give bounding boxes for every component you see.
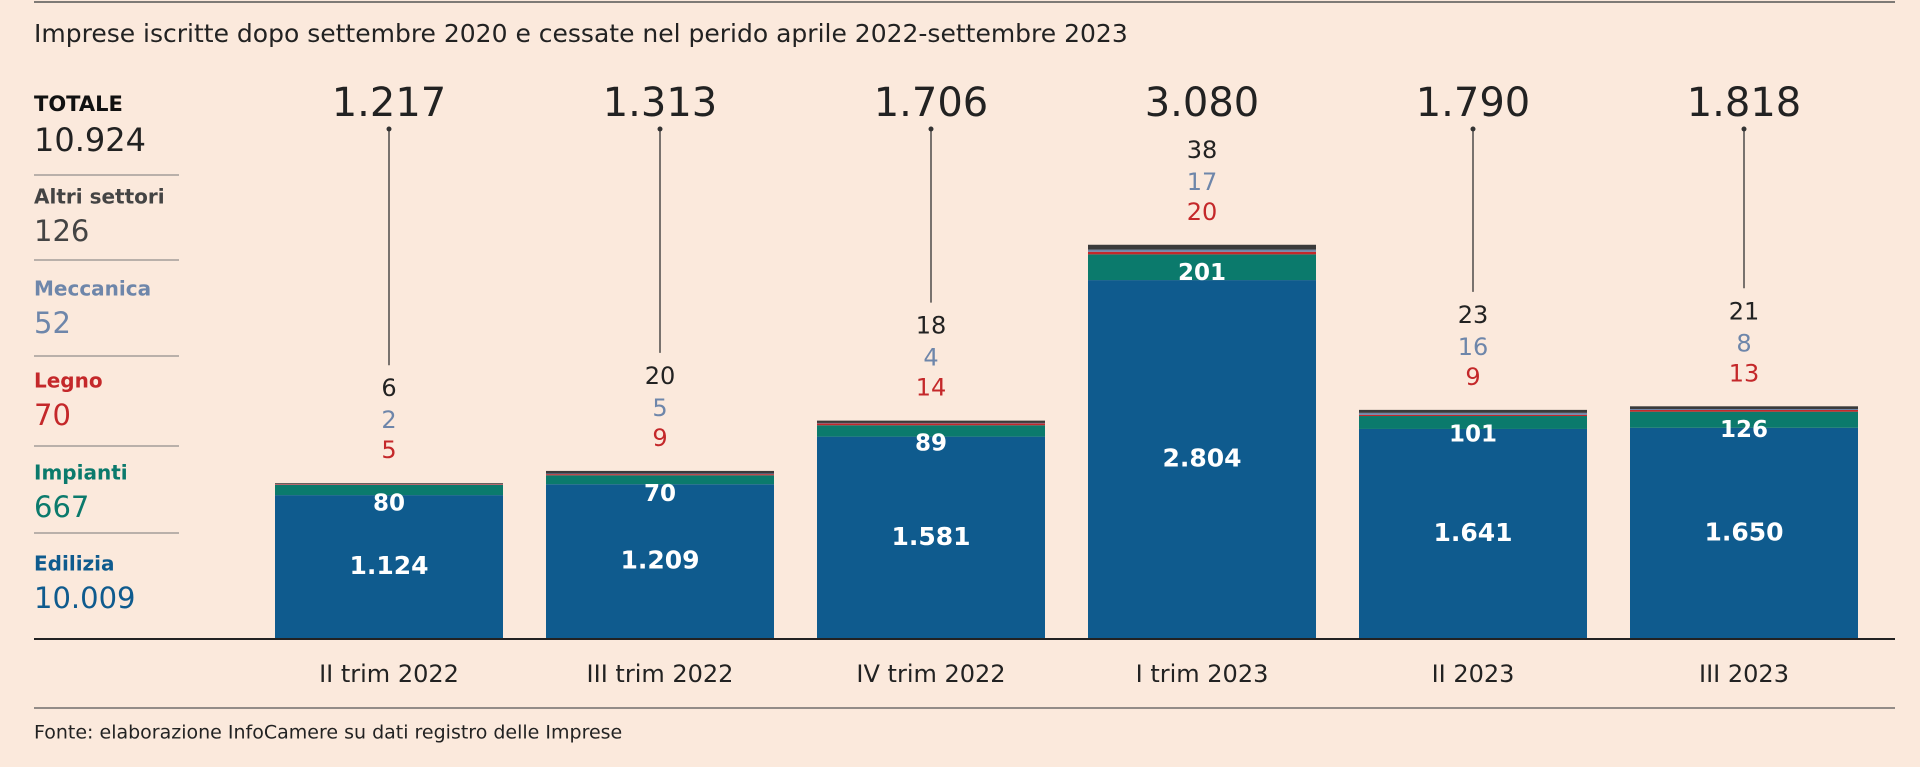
leader-dot bbox=[657, 126, 663, 132]
bar-segment bbox=[1088, 251, 1316, 255]
leader-dot bbox=[928, 126, 934, 132]
chart-title: Imprese iscritte dopo settembre 2020 e c… bbox=[34, 19, 1128, 48]
bar-segment bbox=[1630, 427, 1858, 639]
bar-segment bbox=[817, 422, 1045, 424]
total-label: 3.080 bbox=[1145, 80, 1260, 126]
bar-segment bbox=[1630, 411, 1858, 428]
value-label: 17 bbox=[1187, 168, 1218, 196]
source: Fonte: elaborazione InfoCamere su dati r… bbox=[34, 722, 622, 744]
legend-label: Legno bbox=[34, 369, 103, 393]
legend-total-value: 10.924 bbox=[34, 121, 146, 159]
legend-total: 10.009 bbox=[34, 581, 135, 615]
bar-segment bbox=[1359, 409, 1587, 413]
value-label: 14 bbox=[916, 374, 947, 402]
legend-total: 667 bbox=[34, 490, 89, 524]
legend-total-title: TOTALE bbox=[34, 92, 123, 116]
value-label: 16 bbox=[1458, 333, 1489, 361]
leader-dot bbox=[1470, 126, 1476, 132]
x-tick-label: II 2023 bbox=[1432, 660, 1515, 688]
value-label: 126 bbox=[1720, 417, 1768, 443]
legend-label: Altri settori bbox=[34, 185, 165, 209]
value-label: 5 bbox=[652, 394, 667, 422]
value-label: 101 bbox=[1449, 422, 1497, 448]
bar-segment bbox=[546, 484, 774, 639]
bar-segment bbox=[817, 423, 1045, 426]
bar-segment bbox=[275, 483, 503, 484]
legend-label: Edilizia bbox=[34, 552, 115, 576]
value-label: 89 bbox=[915, 431, 947, 457]
bar-segment bbox=[817, 425, 1045, 437]
value-label: 13 bbox=[1729, 359, 1760, 387]
value-label: 1.124 bbox=[349, 551, 428, 580]
bar-segment bbox=[1088, 254, 1316, 281]
bar-segment bbox=[1359, 412, 1587, 415]
value-label: 1.641 bbox=[1433, 518, 1512, 547]
leader-dot bbox=[1741, 126, 1747, 132]
x-tick-label: II trim 2022 bbox=[319, 660, 459, 688]
value-label: 2 bbox=[381, 406, 396, 434]
value-label: 23 bbox=[1458, 301, 1489, 329]
bar-segment bbox=[1630, 410, 1858, 412]
bar-segment bbox=[817, 436, 1045, 639]
bar-segment bbox=[1088, 249, 1316, 252]
bar-segment bbox=[546, 473, 774, 475]
value-label: 9 bbox=[1465, 363, 1480, 391]
value-label: 1.581 bbox=[891, 522, 970, 551]
bar-segment bbox=[1359, 428, 1587, 639]
legend-label: Meccanica bbox=[34, 277, 151, 301]
total-label: 1.706 bbox=[874, 80, 989, 126]
total-label: 1.313 bbox=[603, 80, 718, 126]
value-label: 1.650 bbox=[1704, 517, 1783, 546]
x-tick-label: III trim 2022 bbox=[587, 660, 734, 688]
value-label: 5 bbox=[381, 436, 396, 464]
bar-segment bbox=[1359, 414, 1587, 417]
total-label: 1.790 bbox=[1416, 80, 1531, 126]
total-label: 1.217 bbox=[332, 80, 447, 126]
legend-label: Impianti bbox=[34, 461, 128, 485]
value-label: 70 bbox=[644, 481, 676, 507]
value-label: 9 bbox=[652, 424, 667, 452]
legend-total: 52 bbox=[34, 306, 71, 340]
bar-segment bbox=[817, 420, 1045, 423]
bar-segment bbox=[1088, 244, 1316, 250]
leader-dot bbox=[386, 126, 392, 132]
value-label: 38 bbox=[1187, 136, 1218, 164]
bar-segment bbox=[275, 495, 503, 639]
total-label: 1.818 bbox=[1687, 80, 1802, 126]
value-label: 8 bbox=[1736, 329, 1751, 357]
bar-segment bbox=[1088, 280, 1316, 639]
bar-segment bbox=[275, 484, 503, 485]
value-label: 18 bbox=[916, 312, 947, 340]
value-label: 20 bbox=[1187, 198, 1218, 226]
bar-segment bbox=[1630, 406, 1858, 409]
value-label: 20 bbox=[645, 362, 676, 390]
bar-segment bbox=[546, 470, 774, 474]
value-label: 80 bbox=[373, 490, 405, 516]
value-label: 2.804 bbox=[1162, 444, 1241, 473]
bar-segment bbox=[546, 475, 774, 485]
value-label: 6 bbox=[381, 374, 396, 402]
legend-total: 126 bbox=[34, 214, 89, 248]
value-label: 21 bbox=[1729, 297, 1760, 325]
bar-segment bbox=[1359, 416, 1587, 429]
bar-segment bbox=[275, 484, 503, 496]
value-label: 1.209 bbox=[620, 546, 699, 575]
bar-segment bbox=[546, 474, 774, 476]
bar-segment bbox=[1630, 408, 1858, 411]
value-label: 201 bbox=[1178, 260, 1226, 286]
x-tick-label: IV trim 2022 bbox=[856, 660, 1005, 688]
x-tick-label: III 2023 bbox=[1699, 660, 1789, 688]
x-tick-label: I trim 2023 bbox=[1136, 660, 1269, 688]
value-label: 4 bbox=[923, 344, 938, 372]
legend-total: 70 bbox=[34, 398, 71, 432]
